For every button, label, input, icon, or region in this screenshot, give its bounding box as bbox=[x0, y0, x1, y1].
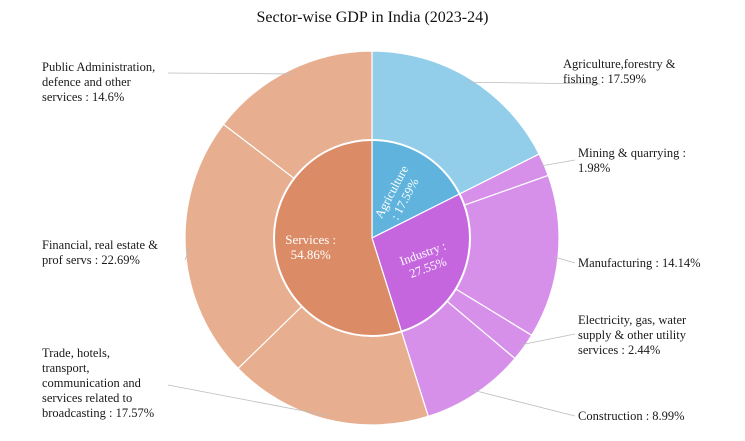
outer-label-line: broadcasting : 17.57% bbox=[42, 406, 155, 420]
outer-label-line: supply & other utility bbox=[578, 328, 686, 342]
outer-label-6: Financial, real estate & prof servs : 22.… bbox=[42, 238, 158, 268]
outer-label-line: Public Administration, bbox=[42, 60, 156, 74]
inner-label-line: 54.86% bbox=[291, 247, 331, 262]
outer-label-line: Manufacturing : 14.14% bbox=[578, 256, 701, 270]
inner-label-services: Services :54.86% bbox=[285, 232, 336, 262]
outer-label-line: transport, bbox=[42, 361, 90, 375]
inner-label-line: Services : bbox=[285, 232, 336, 247]
leader-line-5 bbox=[167, 384, 328, 416]
outer-label-0: Agriculture,forestry & fishing : 17.59% bbox=[563, 57, 675, 87]
outer-label-3: Electricity, gas, water supply & other ut… bbox=[578, 313, 686, 358]
outer-label-line: Agriculture,forestry & bbox=[563, 57, 676, 71]
outer-label-2: Manufacturing : 14.14% bbox=[578, 256, 701, 271]
outer-label-line: Mining & quarrying : bbox=[578, 146, 686, 160]
outer-label-line: defence and other bbox=[42, 75, 131, 89]
outer-label-line: prof servs : 22.69% bbox=[42, 253, 140, 267]
outer-label-1: Mining & quarrying :1.98% bbox=[578, 146, 686, 176]
outer-label-line: Electricity, gas, water bbox=[578, 313, 687, 327]
outer-label-5: Trade, hotels, transport, communication an… bbox=[42, 346, 154, 421]
outer-label-line: communication and bbox=[42, 376, 141, 390]
leader-line-3 bbox=[520, 333, 576, 346]
leader-line-7 bbox=[167, 72, 291, 75]
chart-title: Sector-wise GDP in India (2023-24) bbox=[256, 9, 489, 26]
leader-line-0 bbox=[468, 81, 601, 85]
outer-label-line: Construction : 8.99% bbox=[578, 409, 685, 423]
outer-label-line: services : 14.6% bbox=[42, 90, 125, 104]
ring-separator bbox=[273, 139, 471, 337]
outer-label-line: services : 2.44% bbox=[578, 343, 661, 357]
outer-label-4: Construction : 8.99% bbox=[578, 409, 685, 424]
leader-line-4 bbox=[473, 389, 576, 417]
leader-line-1 bbox=[540, 159, 576, 167]
leader-line-2 bbox=[553, 256, 576, 264]
outer-label-line: services related to bbox=[42, 391, 133, 405]
leader-line-6 bbox=[184, 248, 190, 261]
outer-label-line: 1.98% bbox=[578, 161, 611, 175]
outer-label-line: fishing : 17.59% bbox=[563, 72, 646, 86]
outer-label-7: Public Administration, defence and other s… bbox=[42, 60, 155, 105]
outer-label-line: Trade, hotels, bbox=[42, 346, 110, 360]
outer-label-line: Financial, real estate & bbox=[42, 238, 158, 252]
